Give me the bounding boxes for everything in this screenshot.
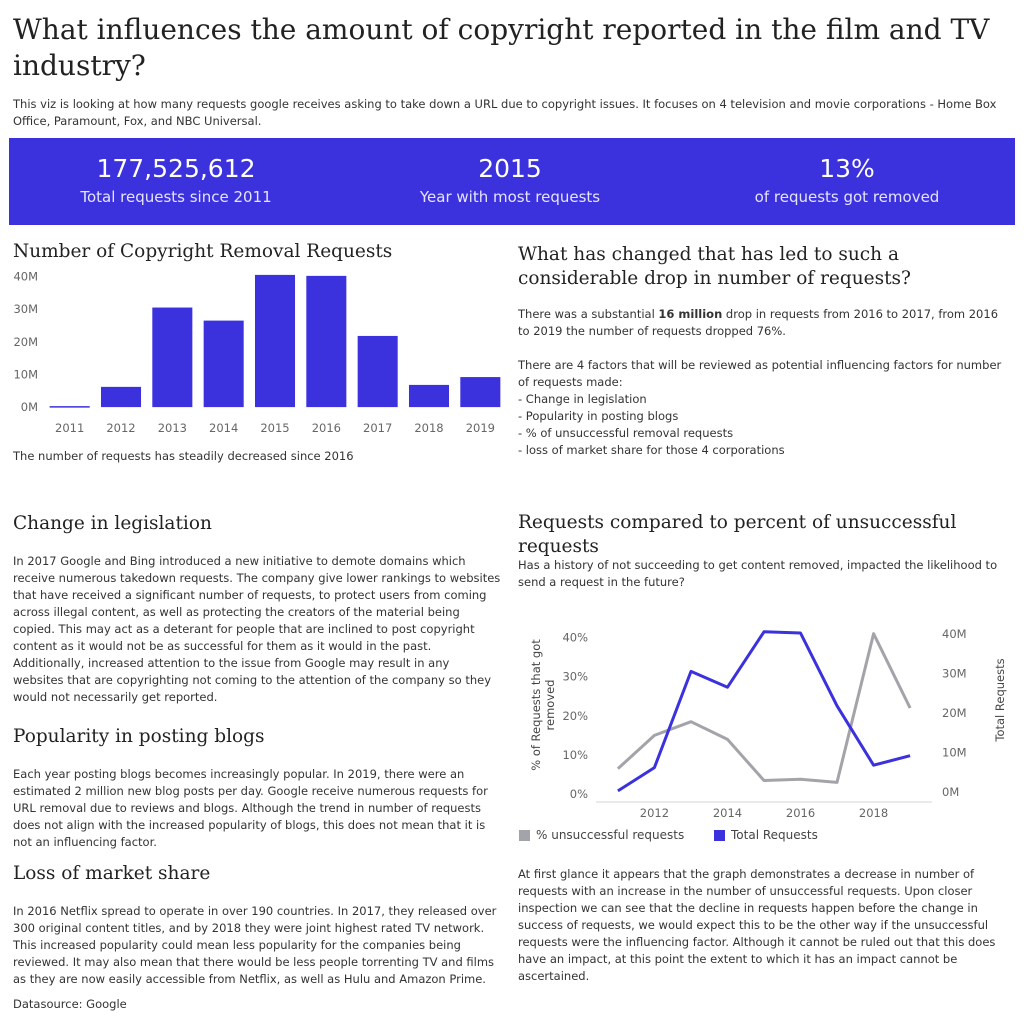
kpi-label: Total requests since 2011 [80,188,272,206]
legend-item-unsuccessful: % unsuccessful requests [519,828,684,842]
legend-item-total: Total Requests [714,828,818,842]
kpi-label: of requests got removed [754,188,940,206]
kpi-banner: 177,525,612 Total requests since 2011 20… [9,138,1015,225]
kpi-removed-rate: 13% of requests got removed [697,152,997,208]
line-chart: 0% 10% 20% 30% 40% 0M 10M 20M 30M 40M 2012 2014 2016… [529,627,1007,820]
bar-x-tick-label: 2016 [312,421,341,435]
page-title: What influences the amount of copyright … [13,13,990,82]
blogs-text: Each year posting blogs becomes increasi… [13,767,488,849]
bar [49,406,90,408]
change-paragraph-1: There was a substantial 16 million drop … [518,306,1013,340]
legend-swatch-unsuccessful [519,829,530,841]
line-chart-title: Requests compared to percent of unsucces… [518,512,957,557]
bar-y-tick-label: 10M [13,367,38,381]
legend-label-unsuccessful: % unsuccessful requests [536,828,685,842]
legislation-title: Change in legislation [13,513,212,534]
bar-chart-caption: The number of requests has steadily decr… [13,449,354,463]
change-factors: There are 4 factors that will be reviewe… [518,358,1002,457]
left-y-tick-label: 10% [562,748,588,762]
x-tick-label: 2016 [786,806,815,820]
bar-x-tick-label: 2019 [466,421,495,435]
bar [203,320,244,408]
bar-x-tick-label: 2015 [260,421,289,435]
kpi-value: 2015 [478,154,542,183]
kpi-value: 177,525,612 [96,154,256,183]
bar-x-tick-label: 2018 [414,421,443,435]
market-text: In 2016 Netflix spread to operate in ove… [13,904,497,986]
x-tick-label: 2012 [640,806,669,820]
market-title: Loss of market share [13,863,211,884]
bar [152,307,193,408]
datasource-note: Datasource: Google [13,997,127,1011]
left-y-axis-label: removed [543,680,557,731]
right-y-tick-label: 20M [942,706,967,720]
legend-swatch-total [714,829,725,841]
right-y-tick-label: 0M [942,785,959,799]
bar [357,335,398,408]
change-text-start: There was a substantial [518,307,659,321]
bar-y-tick-label: 20M [13,335,38,349]
legislation-text: In 2017 Google and Bing introduced a new… [13,554,501,704]
change-highlight: 16 million [658,307,723,321]
line-chart-subtitle: Has a history of not succeeding to get c… [518,558,998,589]
x-tick-label: 2018 [859,806,888,820]
right-y-axis-label: Total Requests [993,658,1007,742]
kpi-label: Year with most requests [419,188,601,206]
bar-x-tick-label: 2017 [363,421,392,435]
bar-chart: 0M 10M 20M 30M 40M 2011 2012 2013 2014 2015 2016 20… [13,270,501,435]
intro-text: This viz is looking at how many requests… [13,97,997,128]
bar [100,386,142,408]
bar-x-tick-label: 2013 [158,421,187,435]
line-chart-conclusion: At first glance it appears that the grap… [518,867,996,983]
change-text-end: drop in requests from 2016 to 2017, from… [518,307,999,338]
left-y-tick-label: 20% [562,709,588,723]
bar [306,275,347,408]
unsuccessful-percent-line [616,632,912,784]
bar-x-tick-label: 2012 [106,421,135,435]
bar [408,384,450,408]
right-y-tick-label: 40M [942,627,967,641]
bar [460,377,501,408]
bar-y-tick-label: 30M [13,302,38,316]
x-tick-label: 2014 [713,806,742,820]
bar-x-tick-label: 2014 [209,421,238,435]
kpi-value: 13% [819,154,875,183]
bar-y-tick-label: 0M [21,400,38,414]
right-y-tick-label: 30M [942,666,967,680]
kpi-total-requests: 177,525,612 Total requests since 2011 [26,152,326,208]
bar-x-tick-label: 2011 [55,421,84,435]
bar-chart-title: Number of Copyright Removal Requests [13,241,393,262]
kpi-peak-year: 2015 Year with most requests [360,152,660,208]
change-title: What has changed that has led to such a … [518,244,911,289]
left-y-tick-label: 30% [562,670,588,684]
bar-y-tick-label: 40M [13,270,38,284]
left-y-tick-label: 40% [562,631,588,645]
blogs-title: Popularity in posting blogs [13,726,265,747]
right-y-tick-label: 10M [942,746,967,760]
left-y-tick-label: 0% [570,787,588,801]
bar [254,274,296,408]
legend-label-total: Total Requests [731,828,818,842]
left-y-axis-label: % of Requests that got [529,639,543,771]
total-requests-line [617,630,911,793]
